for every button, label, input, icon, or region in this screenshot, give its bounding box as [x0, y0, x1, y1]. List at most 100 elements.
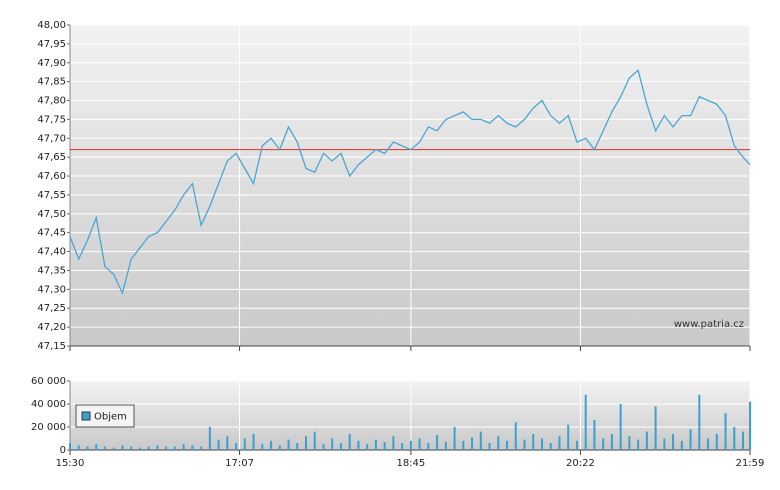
y-tick-label: 47,50	[37, 209, 66, 220]
volume-bar	[567, 424, 570, 450]
volume-bar	[602, 438, 605, 450]
volume-bar	[278, 445, 281, 450]
volume-bar	[654, 406, 657, 450]
y-tick-label: 0	[60, 445, 66, 456]
volume-bar	[663, 438, 666, 450]
volume-bar	[95, 444, 98, 450]
plot-area	[70, 25, 750, 346]
volume-bar	[392, 436, 395, 450]
volume-bar	[339, 443, 342, 450]
y-tick-label: 47,40	[37, 247, 66, 258]
volume-bar	[689, 429, 692, 450]
volume-bar	[165, 446, 168, 450]
volume-bar	[549, 443, 552, 450]
x-tick-label: 17:07	[225, 458, 254, 469]
volume-bar	[619, 404, 622, 450]
volume-bar	[112, 447, 115, 450]
volume-bar	[77, 445, 80, 450]
volume-bar	[173, 446, 176, 450]
y-tick-label: 47,85	[37, 77, 66, 88]
volume-bar	[497, 436, 500, 450]
volume-bar	[462, 440, 465, 450]
y-tick-label: 47,65	[37, 152, 66, 163]
volume-bar	[749, 401, 751, 450]
volume-bar	[540, 438, 543, 450]
y-tick-label: 47,25	[37, 303, 66, 314]
plot-area	[70, 381, 750, 450]
y-tick-label: 20 000	[31, 422, 66, 433]
legend-box	[75, 404, 135, 428]
volume-bar	[584, 394, 587, 450]
volume-bar	[514, 422, 517, 450]
y-tick-label: 47,95	[37, 39, 66, 50]
x-tick-label: 18:45	[396, 458, 425, 469]
volume-bar	[733, 427, 736, 450]
volume-bar	[742, 431, 745, 450]
volume-bar	[235, 443, 238, 450]
volume-bar	[680, 440, 683, 450]
volume-bar	[208, 427, 211, 450]
volume-bar	[130, 446, 133, 450]
y-tick-label: 47,55	[37, 190, 66, 201]
y-tick-label: 47,45	[37, 228, 66, 239]
y-tick-label: 47,90	[37, 58, 66, 69]
watermark: www.patria.cz	[674, 319, 744, 330]
y-tick-label: 47,35	[37, 265, 66, 276]
volume-bar	[471, 437, 474, 450]
volume-bar	[575, 440, 578, 450]
y-tick-label: 47,70	[37, 133, 66, 144]
volume-bar	[217, 439, 220, 450]
volume-bar	[698, 394, 701, 450]
volume-bar	[357, 440, 360, 450]
volume-bar	[86, 446, 89, 450]
volume-bar	[628, 436, 631, 450]
volume-bar	[182, 444, 185, 450]
volume-bar	[724, 413, 727, 450]
volume-bar	[707, 438, 710, 450]
volume-bar	[348, 433, 351, 450]
volume-bar	[366, 444, 369, 450]
volume-bar	[436, 435, 439, 450]
y-tick-label: 47,20	[37, 322, 66, 333]
volume-bar	[331, 438, 334, 450]
y-tick-label: 47,80	[37, 96, 66, 107]
y-tick-label: 47,15	[37, 341, 66, 352]
volume-bar	[147, 446, 150, 450]
volume-bar	[506, 440, 509, 450]
volume-bar	[156, 445, 159, 450]
price-line	[69, 69, 751, 296]
volume-bar	[191, 445, 194, 450]
volume-bar	[523, 439, 526, 450]
volume-bar	[103, 446, 106, 450]
volume-bar	[479, 431, 482, 450]
volume-bar	[715, 433, 718, 450]
volume-bar	[453, 427, 456, 450]
volume-bar	[383, 441, 386, 450]
y-tick-label: 47,75	[37, 114, 66, 125]
volume-bar	[488, 443, 491, 450]
volume-bar	[610, 433, 613, 450]
y-tick-label: 60 000	[31, 376, 66, 387]
volume-bar	[645, 431, 648, 450]
volume-bar	[69, 443, 71, 450]
volume-bar	[200, 446, 203, 450]
y-tick-label: 48,00	[37, 20, 66, 31]
volume-bar	[593, 420, 596, 450]
volume-bar	[313, 431, 316, 450]
volume-bar	[138, 447, 141, 450]
legend-label: Objem	[94, 412, 127, 423]
volume-bar	[261, 444, 264, 450]
volume-bar	[401, 443, 404, 450]
volume-bar	[287, 439, 290, 450]
volume-bar	[532, 433, 535, 450]
y-tick-label: 40 000	[31, 399, 66, 410]
y-tick-label: 47,60	[37, 171, 66, 182]
x-tick-label: 20:22	[566, 458, 595, 469]
volume-bar	[418, 438, 421, 450]
volume-bar	[322, 444, 325, 450]
x-tick-label: 15:30	[56, 458, 85, 469]
volume-bar	[444, 441, 447, 450]
volume-bar	[226, 436, 229, 450]
volume-bar	[270, 440, 273, 450]
